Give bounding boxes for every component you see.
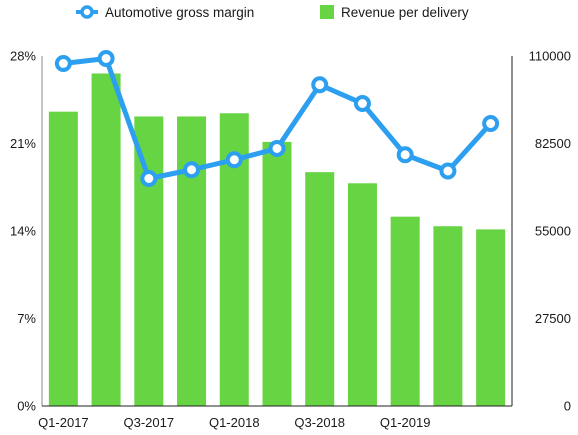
legend-label-bar: Revenue per delivery bbox=[341, 5, 469, 20]
y-left-tick-label: 28% bbox=[10, 49, 36, 64]
margin-point-Q2-2019 bbox=[439, 162, 457, 180]
margin-point-Q3-2017 bbox=[140, 170, 158, 187]
x-tick-label: Q3-2018 bbox=[294, 415, 345, 430]
bar-Q2-2017 bbox=[91, 73, 121, 406]
x-tick-label: Q1-2017 bbox=[38, 415, 89, 430]
x-tick-label: Q1-2018 bbox=[209, 415, 260, 430]
bar-Q3-2018 bbox=[305, 172, 335, 406]
margin-point-Q3-2018 bbox=[311, 76, 329, 94]
y-left-tick-label: 7% bbox=[17, 311, 36, 326]
x-tick-label: Q3-2017 bbox=[124, 415, 175, 430]
margin-point-Q2-2017 bbox=[97, 50, 115, 67]
ticks-layer: 0% 7% 14% 21% 28% 0 27500 55000 82500 110000 Q1-20… bbox=[10, 49, 571, 431]
x-tick-label: Q1-2019 bbox=[380, 415, 431, 430]
legend-bar-swatch-icon bbox=[320, 5, 334, 19]
y-right-tick-label: 82500 bbox=[535, 136, 571, 151]
margin-point-Q2-2018 bbox=[268, 140, 286, 157]
bar-Q4-2017 bbox=[177, 116, 207, 406]
bar-Q1-2019 bbox=[390, 216, 420, 406]
legend-label-line: Automotive gross margin bbox=[105, 5, 254, 20]
bar-Q4-2018 bbox=[347, 183, 377, 406]
margin-point-Q1-2017 bbox=[54, 55, 72, 72]
line-layer bbox=[54, 50, 500, 187]
bar-Q3-2017 bbox=[134, 116, 164, 406]
bar-Q1-2017 bbox=[48, 111, 78, 407]
margin-point-Q4-2018 bbox=[353, 95, 371, 112]
y-left-tick-label: 0% bbox=[17, 399, 36, 414]
y-right-tick-label: 55000 bbox=[535, 224, 571, 239]
bar-Q2-2018 bbox=[262, 141, 292, 406]
y-right-tick-label: 0 bbox=[564, 399, 571, 414]
margin-point-Q4-2017 bbox=[183, 161, 201, 179]
axes-layer bbox=[41, 56, 513, 407]
legend-line-marker-icon bbox=[80, 5, 94, 19]
bars-layer bbox=[48, 73, 506, 407]
margin-point-Q1-2018 bbox=[225, 151, 243, 169]
y-right-tick-label: 27500 bbox=[535, 311, 571, 326]
bar-Q2-2019 bbox=[433, 226, 463, 406]
margin-point-Q1-2019 bbox=[396, 146, 414, 164]
margin-point-Q3-2019 bbox=[482, 115, 500, 132]
legend: Automotive gross margin Revenue per deli… bbox=[76, 5, 469, 20]
y-left-tick-label: 21% bbox=[10, 136, 36, 151]
y-right-tick-label: 110000 bbox=[529, 49, 571, 64]
bar-Q3-2019 bbox=[476, 229, 506, 406]
y-left-tick-label: 14% bbox=[10, 224, 36, 239]
